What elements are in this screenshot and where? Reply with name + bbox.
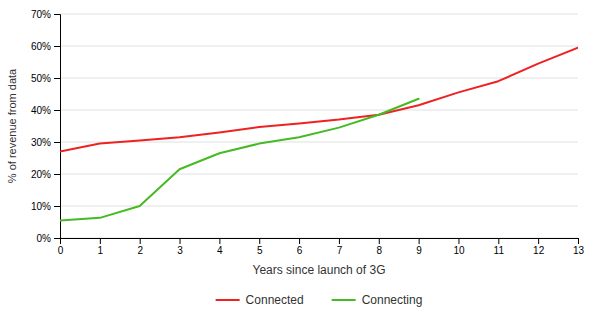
chart: 0123456789101112130%10%20%30%40%50%60%70… (0, 0, 600, 318)
tick-label: 60% (31, 41, 51, 52)
tick-label: 10 (453, 245, 465, 256)
tick: 9 (416, 238, 422, 256)
tick-label: 7 (337, 245, 343, 256)
y-axis-title: % of revenue from data (6, 68, 18, 183)
lines (60, 48, 578, 221)
tick-label: 0% (37, 233, 52, 244)
tick-label: 1 (98, 245, 104, 256)
grid-line (60, 174, 578, 175)
tick-label: 20% (31, 169, 51, 180)
legend-swatch (216, 299, 240, 301)
tick: 12 (533, 238, 545, 256)
tick-mark (54, 78, 60, 79)
legend-swatch (332, 299, 356, 301)
tick-label: 70% (31, 9, 51, 20)
tick-mark (259, 238, 260, 244)
legend-item: Connecting (332, 293, 423, 307)
tick-mark (54, 46, 60, 47)
tick: 6 (297, 238, 303, 256)
tick-mark (538, 238, 539, 244)
legend: Connected Connecting (216, 293, 423, 307)
grid-line (60, 78, 578, 79)
tick-mark (54, 142, 60, 143)
tick-label: 5 (257, 245, 263, 256)
tick-label: 6 (297, 245, 303, 256)
tick: 10% (31, 201, 60, 212)
tick-label: 30% (31, 137, 51, 148)
tick-mark (219, 238, 220, 244)
grid (60, 14, 578, 238)
series-line (60, 99, 419, 221)
tick-mark (578, 238, 579, 244)
tick: 40% (31, 105, 60, 116)
tick: 0 (58, 238, 64, 256)
tick: 7 (337, 238, 343, 256)
tick-mark (458, 238, 459, 244)
grid-line (60, 14, 578, 15)
tick-label: 12 (533, 245, 545, 256)
tick-mark (54, 174, 60, 175)
tick: 13 (573, 238, 585, 256)
tick: 8 (376, 238, 382, 256)
tick-mark (339, 238, 340, 244)
tick: 1 (98, 238, 104, 256)
tick: 11 (494, 238, 505, 256)
series-line (60, 48, 578, 152)
y-axis: 0% 10% 20% 30% 40% 50% 60% 70% (31, 9, 61, 244)
tick-label: 10% (31, 201, 51, 212)
tick-mark (54, 238, 60, 239)
legend-label: Connected (246, 293, 304, 307)
tick-label: 3 (177, 245, 183, 256)
tick-label: 2 (137, 245, 143, 256)
tick-label: 13 (573, 245, 585, 256)
tick: 50% (31, 73, 60, 84)
tick-label: 9 (416, 245, 422, 256)
axis-line (54, 15, 61, 239)
plot: 0123456789101112130%10%20%30%40%50%60%70… (31, 9, 585, 256)
tick: 60% (31, 41, 60, 52)
tick-label: 8 (376, 245, 382, 256)
tick-label: 0 (58, 245, 64, 256)
tick: 70% (31, 9, 60, 20)
tick: 20% (31, 169, 60, 180)
tick: 3 (177, 238, 183, 256)
legend-item: Connected (216, 293, 304, 307)
tick-label: 11 (494, 245, 505, 256)
x-axis-title: Years since launch of 3G (253, 263, 386, 277)
grid-line (60, 110, 578, 111)
tick: 30% (31, 137, 60, 148)
tick: 5 (257, 238, 263, 256)
x-axis: 012345678910111213 (58, 238, 585, 256)
legend-label: Connecting (362, 293, 423, 307)
tick-mark (419, 238, 420, 244)
tick-mark (140, 238, 141, 244)
tick: 10 (453, 238, 465, 256)
tick-mark (498, 238, 499, 244)
tick-label: 40% (31, 105, 51, 116)
tick-mark (54, 206, 60, 207)
axis-line (61, 239, 579, 245)
tick: 0% (37, 233, 60, 244)
tick-mark (180, 238, 181, 244)
grid-line (60, 142, 578, 143)
tick: 4 (217, 238, 223, 256)
tick-mark (54, 14, 60, 15)
tick-label: 4 (217, 245, 223, 256)
tick: 2 (137, 238, 143, 256)
grid-line (60, 46, 578, 47)
tick-mark (379, 238, 380, 244)
tick-mark (100, 238, 101, 244)
tick-label: 50% (31, 73, 51, 84)
tick-mark (54, 110, 60, 111)
tick-mark (299, 238, 300, 244)
